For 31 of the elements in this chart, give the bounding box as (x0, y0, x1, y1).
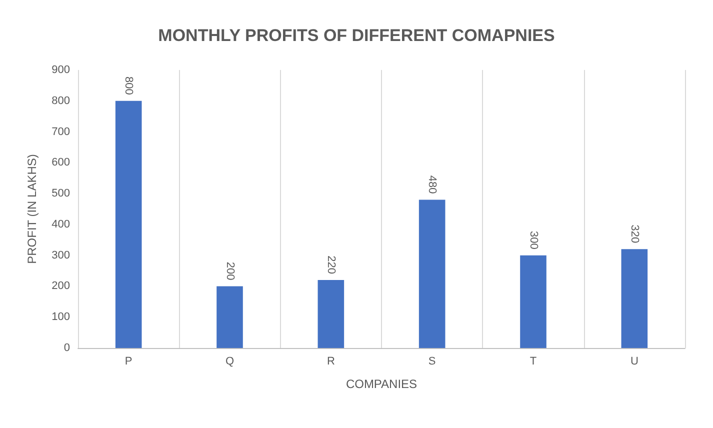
y-tick-label: 600 (52, 156, 70, 169)
bar (115, 100, 142, 348)
data-label: 300 (527, 230, 540, 250)
data-label: 480 (426, 175, 438, 194)
x-tick-label: T (530, 356, 537, 368)
x-tick-label: S (428, 356, 436, 368)
bar (520, 255, 546, 348)
bar (318, 280, 344, 348)
y-tick-label: 700 (52, 126, 70, 138)
data-label: 200 (224, 262, 236, 280)
x-tick-label: P (124, 356, 132, 368)
y-tick-label: 200 (52, 280, 70, 292)
x-tick-label: U (630, 356, 638, 368)
y-tick-label: 500 (52, 188, 70, 200)
data-label: 220 (324, 256, 337, 274)
x-tick-label: Q (225, 356, 234, 368)
y-tick-label: 900 (52, 64, 70, 76)
x-axis-title: COMPANIES (346, 377, 418, 391)
bar (621, 249, 648, 348)
bar (418, 200, 446, 348)
y-tick-label: 0 (64, 342, 70, 354)
y-tick-label: 100 (52, 311, 70, 324)
y-axis-title: PROFIT (IN LAKHS) (25, 154, 39, 264)
y-tick-label: 800 (52, 94, 70, 107)
data-label: 800 (122, 76, 135, 95)
y-tick-label: 400 (52, 218, 70, 230)
chart-title: MONTHLY PROFITS OF DIFFERENT COMAPNIES (158, 26, 555, 45)
y-tick-label: 300 (52, 249, 70, 262)
x-tick-label: R (326, 356, 335, 368)
data-label: 320 (628, 224, 640, 244)
bar (216, 286, 243, 348)
